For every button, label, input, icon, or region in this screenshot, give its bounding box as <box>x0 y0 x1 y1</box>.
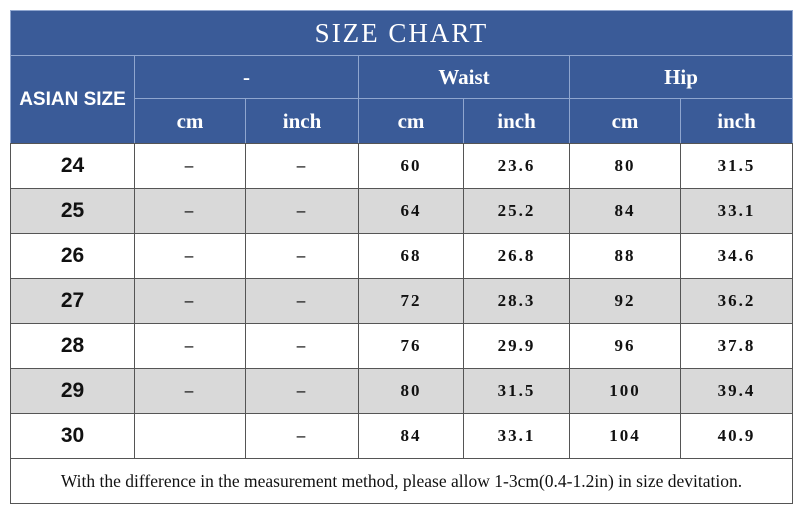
value-cell: – <box>245 413 359 459</box>
value-cell: – <box>245 368 359 414</box>
value-cell: – <box>245 323 359 369</box>
value-cell: 80 <box>569 143 681 189</box>
value-cell: – <box>134 278 246 324</box>
value-cell: 80 <box>358 368 464 414</box>
footer-note: With the difference in the measurement m… <box>10 458 793 504</box>
value-cell: – <box>245 143 359 189</box>
value-cell <box>134 413 246 459</box>
unit-header: inch <box>463 98 570 144</box>
value-cell: 100 <box>569 368 681 414</box>
value-cell: 31.5 <box>680 143 793 189</box>
value-cell: 96 <box>569 323 681 369</box>
value-cell: 33.1 <box>680 188 793 234</box>
value-cell: – <box>245 278 359 324</box>
value-cell: 34.6 <box>680 233 793 279</box>
value-cell: 92 <box>569 278 681 324</box>
value-cell: 29.9 <box>463 323 570 369</box>
size-cell: 27 <box>10 278 135 324</box>
value-cell: – <box>245 233 359 279</box>
size-cell: 30 <box>10 413 135 459</box>
size-cell: 25 <box>10 188 135 234</box>
value-cell: – <box>134 323 246 369</box>
value-cell: 28.3 <box>463 278 570 324</box>
size-cell: 26 <box>10 233 135 279</box>
title: SIZE CHART <box>10 10 793 56</box>
size-cell: 28 <box>10 323 135 369</box>
value-cell: – <box>245 188 359 234</box>
value-cell: 84 <box>358 413 464 459</box>
value-cell: 72 <box>358 278 464 324</box>
group-header: Hip <box>569 55 793 99</box>
value-cell: 88 <box>569 233 681 279</box>
value-cell: 60 <box>358 143 464 189</box>
value-cell: 64 <box>358 188 464 234</box>
value-cell: 37.8 <box>680 323 793 369</box>
value-cell: 23.6 <box>463 143 570 189</box>
unit-header: inch <box>245 98 359 144</box>
value-cell: – <box>134 233 246 279</box>
size-header: ASIAN SIZE <box>10 55 135 144</box>
unit-header: cm <box>358 98 464 144</box>
group-header: Waist <box>358 55 570 99</box>
group-header: - <box>134 55 359 99</box>
unit-header: cm <box>134 98 246 144</box>
value-cell: 31.5 <box>463 368 570 414</box>
value-cell: – <box>134 143 246 189</box>
value-cell: 104 <box>569 413 681 459</box>
value-cell: 68 <box>358 233 464 279</box>
value-cell: 76 <box>358 323 464 369</box>
value-cell: 40.9 <box>680 413 793 459</box>
value-cell: 36.2 <box>680 278 793 324</box>
value-cell: 26.8 <box>463 233 570 279</box>
unit-header: cm <box>569 98 681 144</box>
value-cell: 39.4 <box>680 368 793 414</box>
size-cell: 29 <box>10 368 135 414</box>
size-cell: 24 <box>10 143 135 189</box>
value-cell: 25.2 <box>463 188 570 234</box>
value-cell: – <box>134 368 246 414</box>
value-cell: 84 <box>569 188 681 234</box>
unit-header: inch <box>680 98 793 144</box>
value-cell: – <box>134 188 246 234</box>
value-cell: 33.1 <box>463 413 570 459</box>
